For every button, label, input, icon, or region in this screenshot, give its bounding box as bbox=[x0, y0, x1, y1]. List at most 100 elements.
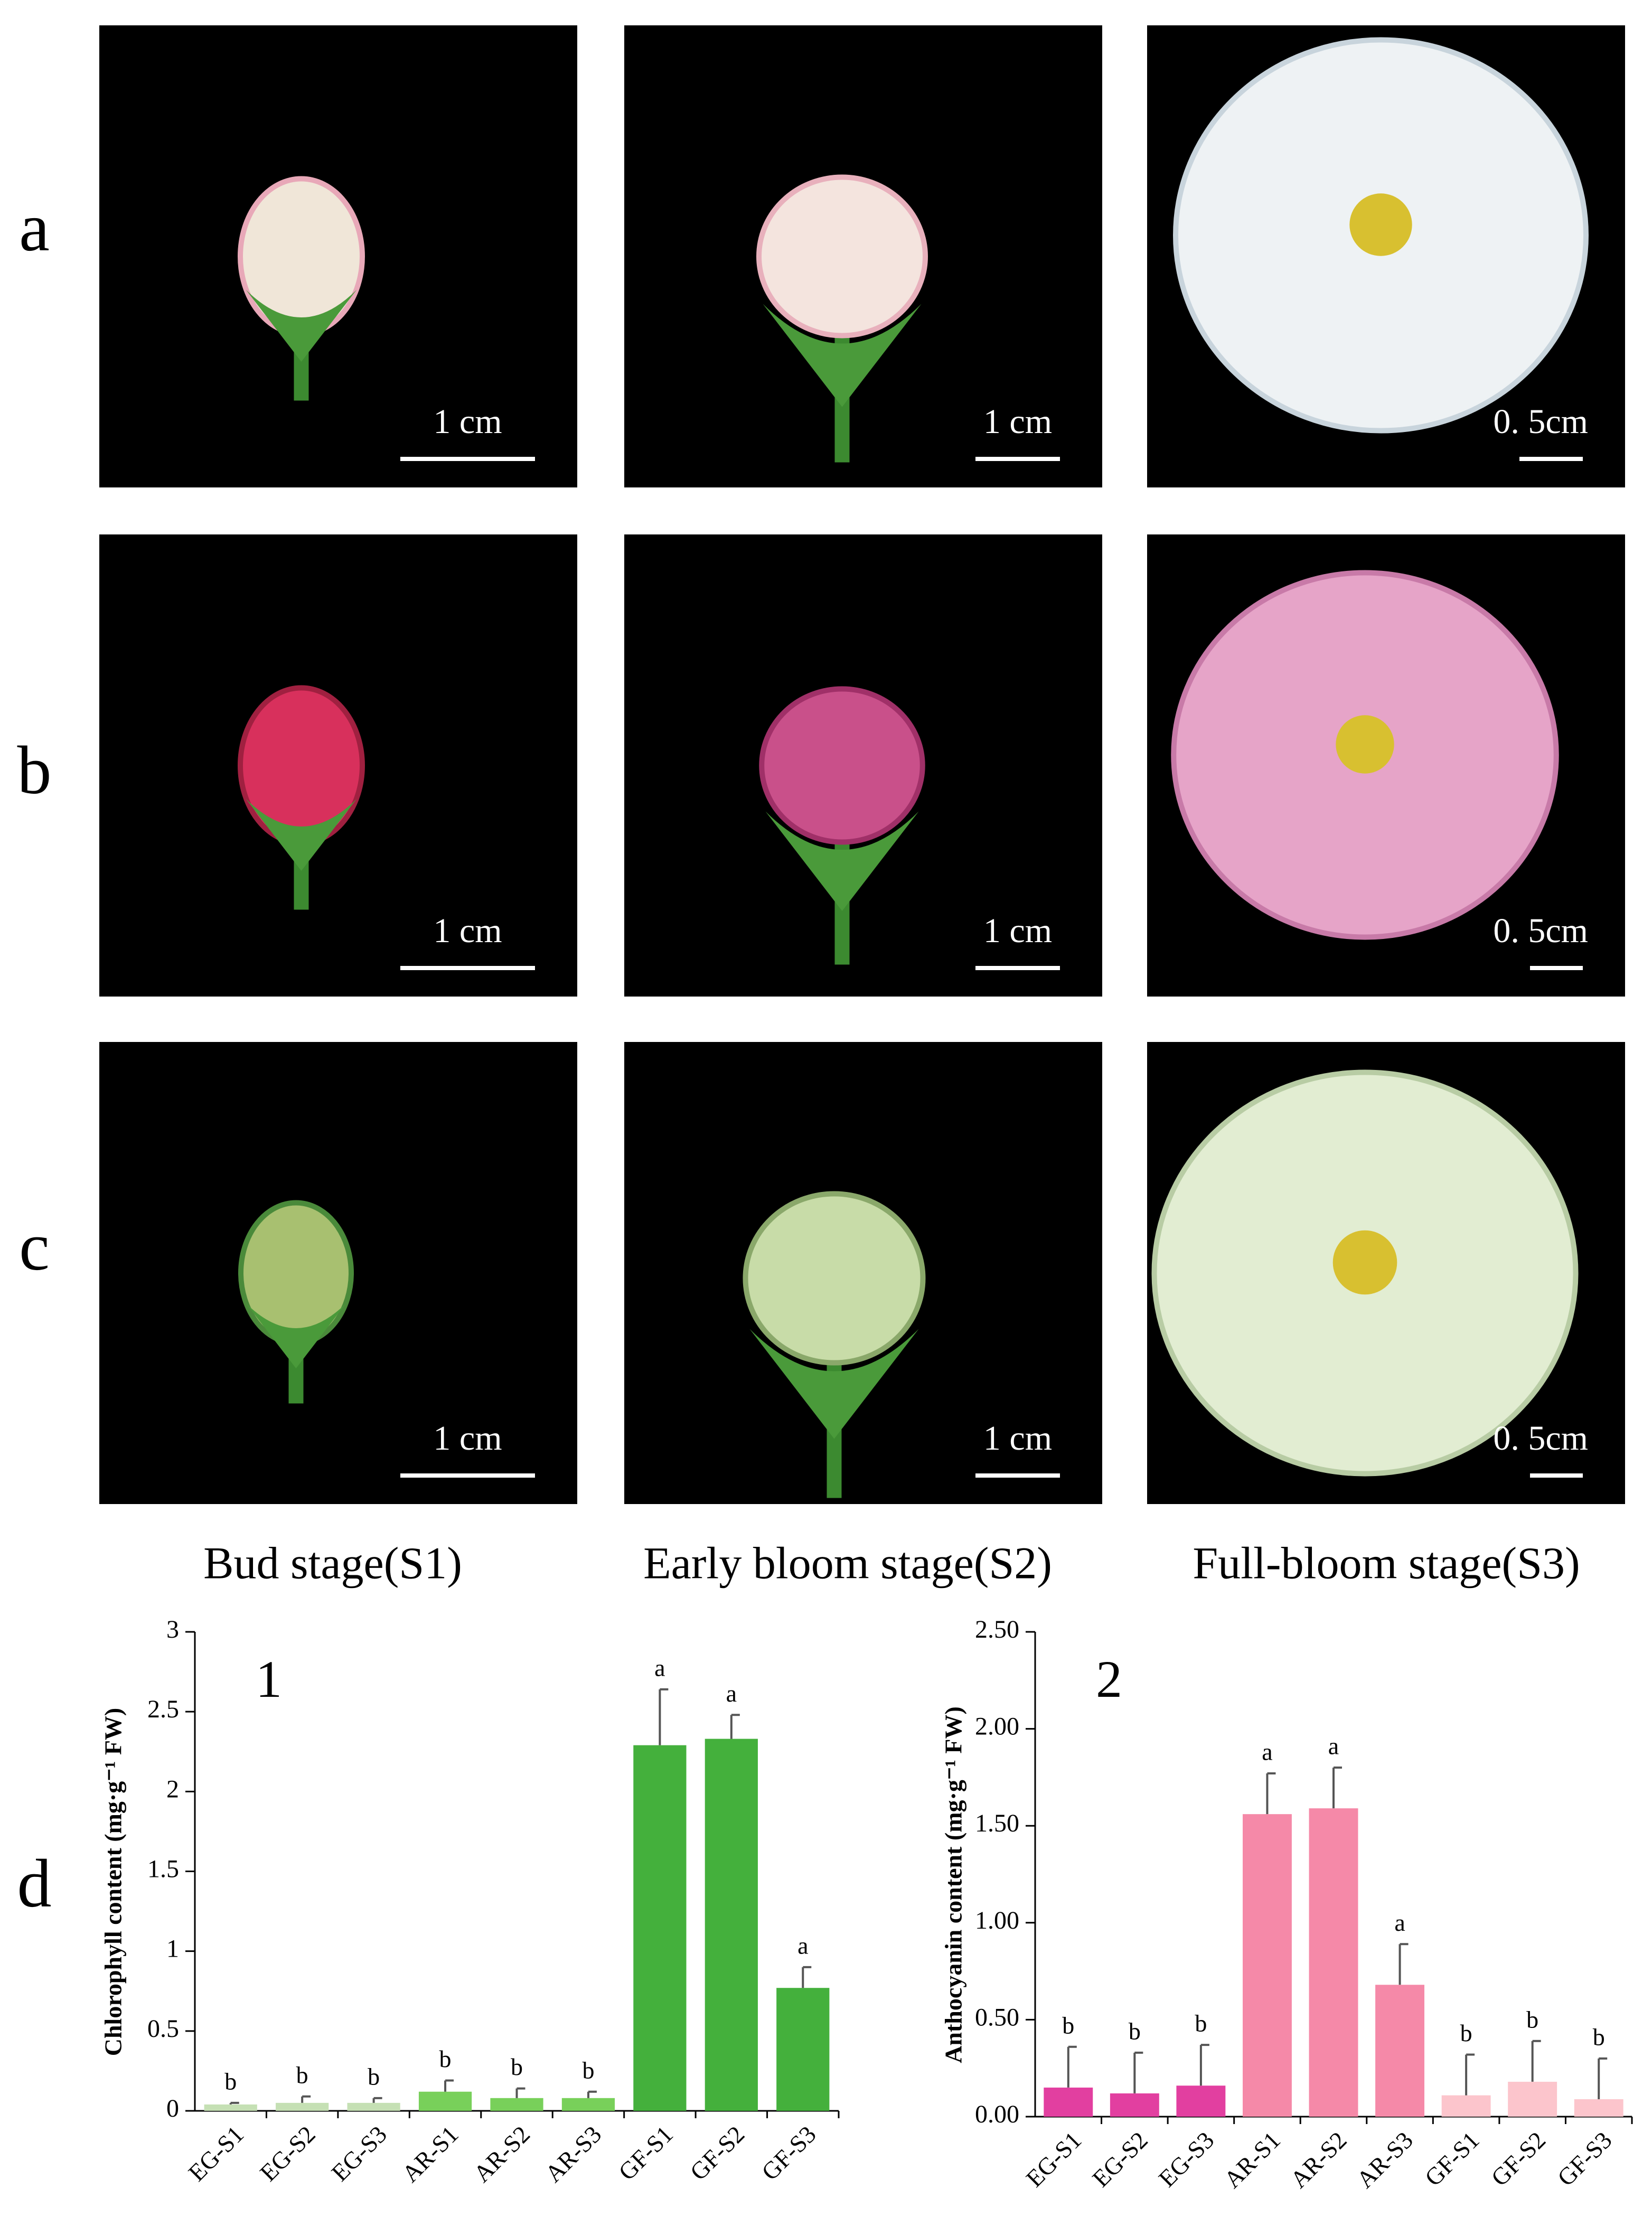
value-label: a bbox=[654, 1654, 665, 1681]
y-tick-label: 2.5 bbox=[147, 1695, 179, 1723]
scale-label: 0. 5cm bbox=[1493, 912, 1588, 950]
error-bar bbox=[1067, 2045, 1077, 2088]
x-tick-label: GF-S2 bbox=[1486, 2126, 1551, 2191]
value-label: b bbox=[511, 2053, 523, 2080]
y-tick-label: 1.00 bbox=[975, 1906, 1019, 1934]
y-tick-label: 0.00 bbox=[975, 2100, 1019, 2128]
scale-bar bbox=[975, 1473, 1060, 1478]
value-label: b bbox=[582, 2056, 594, 2083]
scale-label: 1 cm bbox=[983, 402, 1052, 441]
y-tick-label: 2.50 bbox=[975, 1615, 1019, 1643]
y-axis-label: Chlorophyll content (mg·g⁻¹ FW) bbox=[100, 1708, 127, 2056]
bar bbox=[1574, 2099, 1623, 2117]
scale-bar bbox=[975, 457, 1060, 461]
bar bbox=[1441, 2095, 1491, 2117]
value-label: a bbox=[1394, 1909, 1405, 1936]
scale-label: 1 cm bbox=[433, 402, 502, 441]
stage-label: Early bloom stage(S2) bbox=[643, 1538, 1052, 1589]
x-tick-label: GF-S3 bbox=[756, 2120, 821, 2185]
bar bbox=[347, 2102, 400, 2111]
bar bbox=[276, 2102, 329, 2111]
x-tick-label: GF-S2 bbox=[685, 2120, 750, 2185]
row-label: a bbox=[19, 190, 50, 266]
flower bbox=[238, 1200, 354, 1346]
flower-center bbox=[1349, 193, 1412, 256]
y-tick-label: 1.50 bbox=[975, 1809, 1019, 1837]
error-bar bbox=[1465, 2053, 1475, 2096]
chart-title: 2 bbox=[1096, 1650, 1122, 1708]
y-tick-label: 1.5 bbox=[147, 1855, 179, 1883]
flower-sepal bbox=[246, 289, 357, 362]
error-bar bbox=[515, 2087, 525, 2098]
value-label: b bbox=[224, 2068, 237, 2094]
x-tick-label: AR-S3 bbox=[1351, 2126, 1418, 2193]
y-tick-label: 2.00 bbox=[975, 1713, 1019, 1741]
scale-label: 1 cm bbox=[983, 912, 1052, 950]
value-label: b bbox=[1460, 2019, 1472, 2046]
flower bbox=[759, 686, 925, 845]
y-tick-label: 1 bbox=[166, 1935, 179, 1963]
error-bar bbox=[229, 2101, 239, 2105]
stage-label: Bud stage(S1) bbox=[203, 1538, 462, 1589]
bar bbox=[418, 2091, 472, 2111]
scale-bar bbox=[1519, 457, 1583, 461]
scale-label: 1 cm bbox=[983, 1419, 1052, 1458]
value-label: a bbox=[726, 1680, 737, 1707]
scale-bar bbox=[400, 457, 535, 461]
bar bbox=[1044, 2087, 1093, 2117]
flower-sepal bbox=[246, 1303, 346, 1368]
value-label: a bbox=[1328, 1733, 1339, 1760]
error-bar bbox=[587, 2090, 597, 2098]
bar bbox=[705, 1739, 758, 2111]
x-tick-label: AR-S2 bbox=[468, 2120, 535, 2187]
value-label: b bbox=[1526, 2006, 1538, 2033]
x-tick-label: EG-S1 bbox=[1021, 2126, 1087, 2192]
x-tick-label: GF-S3 bbox=[1552, 2126, 1617, 2191]
x-tick-label: AR-S2 bbox=[1285, 2126, 1351, 2193]
flower-center bbox=[1332, 1230, 1397, 1295]
value-label: b bbox=[1593, 2023, 1605, 2050]
x-tick-label: GF-S1 bbox=[613, 2120, 678, 2185]
y-tick-label: 0 bbox=[166, 2094, 179, 2122]
bar bbox=[776, 1988, 830, 2111]
flower bbox=[238, 685, 365, 846]
error-bar bbox=[1199, 2044, 1209, 2086]
bar bbox=[633, 1745, 687, 2111]
error-bar bbox=[1266, 1772, 1276, 1815]
bar bbox=[1309, 1808, 1358, 2117]
flower-sepal bbox=[765, 811, 919, 911]
error-bar bbox=[659, 1688, 669, 1745]
error-bar bbox=[372, 2097, 382, 2103]
flower-sepal bbox=[763, 304, 922, 407]
error-bar bbox=[1398, 1943, 1409, 1985]
flower bbox=[238, 176, 365, 337]
value-label: b bbox=[1062, 2012, 1074, 2038]
x-tick-label: AR-S3 bbox=[540, 2120, 606, 2187]
scale-bar bbox=[1530, 966, 1583, 970]
bar bbox=[1176, 2086, 1226, 2117]
bar bbox=[561, 2098, 615, 2111]
flower-sepal bbox=[749, 1329, 919, 1439]
error-bar bbox=[802, 1966, 812, 1988]
flower bbox=[756, 174, 928, 339]
row-label: b bbox=[17, 732, 52, 809]
x-tick-label: EG-S2 bbox=[1087, 2126, 1153, 2192]
flower-sepal bbox=[246, 799, 357, 871]
flower-center bbox=[1336, 715, 1394, 774]
x-tick-label: EG-S1 bbox=[183, 2120, 249, 2186]
x-tick-label: AR-S1 bbox=[397, 2120, 463, 2187]
scale-label: 0. 5cm bbox=[1493, 1419, 1588, 1458]
x-tick-label: EG-S3 bbox=[1153, 2126, 1219, 2192]
scale-bar bbox=[975, 966, 1060, 970]
bar bbox=[1242, 1814, 1292, 2117]
scale-bar bbox=[400, 1473, 535, 1478]
value-label: b bbox=[1195, 2010, 1207, 2037]
bar bbox=[1110, 2093, 1159, 2117]
panel-label: d bbox=[17, 1846, 52, 1922]
x-tick-label: EG-S2 bbox=[255, 2120, 321, 2186]
error-bar bbox=[1598, 2057, 1608, 2099]
bar bbox=[204, 2104, 257, 2111]
bar bbox=[490, 2098, 543, 2111]
error-bar bbox=[444, 2079, 454, 2092]
value-label: b bbox=[368, 2063, 380, 2090]
